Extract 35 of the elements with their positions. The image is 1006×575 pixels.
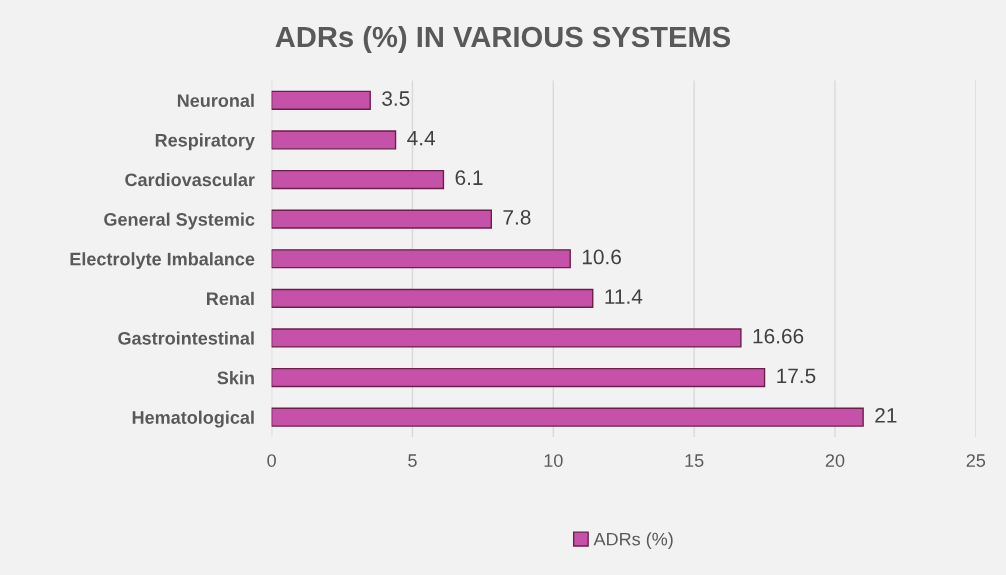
chart-title: ADRs (%) IN VARIOUS SYSTEMS <box>275 25 731 54</box>
y-tick-label: Cardiovascular <box>125 172 255 187</box>
bar <box>271 209 493 229</box>
data-label: 4.4 <box>407 130 436 146</box>
legend-label: ADRs (%) <box>593 532 673 550</box>
bar <box>271 328 742 348</box>
y-tick-label: Respiratory <box>155 133 255 151</box>
data-label: 16.66 <box>753 328 804 344</box>
x-tick-label: 10 <box>544 454 563 467</box>
y-tick-label: General Systemic <box>104 212 255 230</box>
data-label: 17.5 <box>777 368 816 384</box>
data-label: 21 <box>875 408 897 423</box>
bar <box>271 288 594 308</box>
y-tick-label: Electrolyte Imbalance <box>70 252 255 270</box>
bar <box>271 407 864 427</box>
x-tick-label: 15 <box>685 454 704 467</box>
y-tick-label: Renal <box>207 291 254 306</box>
x-tick-label: 25 <box>966 454 986 467</box>
bar <box>271 90 371 110</box>
y-tick-label: Hematological <box>132 410 254 428</box>
data-label: 3.5 <box>382 91 410 106</box>
y-tick-label: Gastrointestinal <box>118 331 254 345</box>
data-label: 11.4 <box>605 289 643 304</box>
data-label: 6.1 <box>455 170 483 186</box>
bar <box>271 367 766 388</box>
x-tick-label: 20 <box>825 454 845 467</box>
bar <box>271 130 397 150</box>
bar <box>271 169 445 190</box>
bar <box>271 249 571 269</box>
y-tick-label: Neuronal <box>177 93 254 108</box>
data-label: 10.6 <box>582 249 621 265</box>
x-tick-label: 0 <box>267 454 276 467</box>
x-tick-label: 5 <box>408 454 417 467</box>
data-label: 7.8 <box>503 209 531 225</box>
y-tick-label: Skin <box>217 371 254 385</box>
